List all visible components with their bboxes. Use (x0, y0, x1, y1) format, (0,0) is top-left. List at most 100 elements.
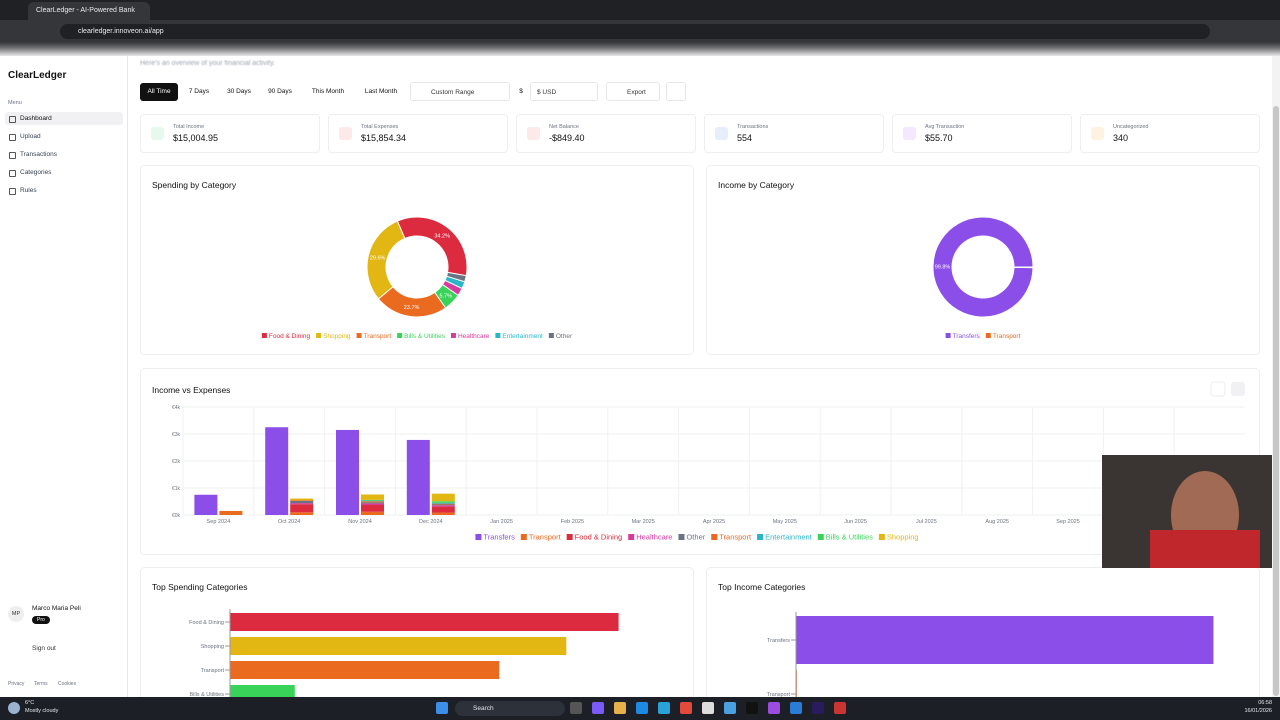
nav-item[interactable]: Transactions (5, 148, 123, 161)
stat-card: Avg Transaction $55.70 (892, 114, 1072, 153)
x-tick-label: Aug 2025 (985, 519, 1009, 525)
taskbar-app[interactable] (768, 702, 780, 714)
chart-title: Top Spending Categories (152, 582, 247, 592)
legend-label: Transfers (483, 533, 515, 542)
taskbar-app[interactable] (680, 702, 692, 714)
legend-swatch (878, 534, 885, 540)
custom-range[interactable]: Custom Range (410, 82, 510, 101)
currency-select[interactable]: $ USD (530, 82, 598, 101)
taskbar-app[interactable] (614, 702, 626, 714)
bar-segment (431, 501, 455, 503)
sidebar: ClearLedger Menu Dashboard Upload Transa… (0, 56, 128, 697)
brand[interactable]: ClearLedger (8, 70, 67, 81)
filter-button[interactable]: All Time (140, 83, 178, 101)
refresh-button[interactable] (666, 82, 686, 101)
legend-label: Bills & Utilities (826, 533, 873, 542)
taskbar-app[interactable] (812, 702, 824, 714)
plan-badge: Pro (32, 616, 50, 624)
legend-swatch (945, 333, 951, 338)
legend-label: Healthcare (636, 533, 672, 542)
nav-label: Transactions (20, 151, 57, 158)
chart-root: Spending by Category 34.2% 29.6% 23.7% 5.7% F… (152, 180, 1245, 697)
card (140, 165, 694, 355)
bar-segment (290, 498, 314, 501)
legend-swatch (548, 333, 554, 338)
taskbar-app[interactable] (834, 702, 846, 714)
filter-button[interactable]: Last Month (364, 88, 398, 95)
bar-segment (336, 429, 359, 515)
taskbar-app[interactable] (746, 702, 758, 714)
scroll-thumb[interactable] (1273, 106, 1279, 696)
chart-title: Income vs Expenses (152, 385, 230, 395)
nav-item[interactable]: Categories (5, 166, 123, 179)
bar-segment (406, 439, 430, 515)
temperature: 6°C (25, 700, 35, 706)
legend-swatch (316, 333, 322, 338)
nav-label: Upload (20, 133, 41, 140)
legend-label: Shopping (323, 333, 351, 340)
filter-button[interactable]: 7 Days (188, 88, 210, 95)
bar (230, 637, 567, 655)
nav-item[interactable]: Upload (5, 130, 123, 143)
taskbar-app[interactable] (570, 702, 582, 714)
taskbar-app[interactable] (658, 702, 670, 714)
chart-toggle[interactable] (1231, 382, 1245, 396)
y-tick-label: €1k (172, 486, 181, 492)
bar-segment (431, 493, 455, 502)
y-tick-label: €3k (172, 432, 181, 438)
nav-item[interactable]: Rules (5, 184, 123, 197)
bar-segment (194, 494, 218, 515)
tab-bar (0, 0, 1280, 20)
filter-button[interactable]: 30 Days (227, 88, 251, 95)
legend-swatch (397, 333, 403, 338)
x-tick-label: Mar 2025 (632, 519, 655, 525)
stat-card: Uncategorized 340 (1080, 114, 1260, 153)
filter-button[interactable]: 90 Days (268, 88, 292, 95)
bar-segment (265, 427, 289, 515)
stat-label: Transactions (737, 124, 769, 130)
legend-label: Transport (364, 333, 392, 340)
bar (796, 616, 1214, 664)
bar-segment (290, 500, 314, 501)
chart-toggle[interactable] (1210, 381, 1226, 397)
legend-swatch (757, 534, 764, 540)
bar-segment (219, 510, 243, 515)
pie-slice (377, 286, 447, 318)
export-label: Export (627, 89, 646, 96)
legend-swatch (495, 333, 501, 338)
stat-value: $55.70 (925, 133, 953, 143)
stat-value: $15,004.95 (173, 133, 219, 143)
nav-label: Dashboard (20, 115, 52, 122)
footer-link[interactable]: Cookies (58, 681, 77, 687)
chart-title: Top Income Categories (718, 582, 805, 592)
start-button[interactable] (436, 702, 448, 714)
taskbar-app[interactable] (636, 702, 648, 714)
sign-out[interactable]: Sign out (32, 645, 56, 652)
nav-item[interactable]: Dashboard (5, 112, 123, 125)
export-button[interactable]: Export (606, 82, 660, 101)
legend-label: Entertainment (765, 533, 813, 542)
bar-segment (361, 501, 384, 503)
footer-link[interactable]: Privacy (8, 681, 25, 687)
browser-tab[interactable]: ClearLedger - AI-Powered Bank (28, 2, 150, 20)
footer-link[interactable]: Terms (34, 681, 48, 687)
taskbar-app[interactable] (724, 702, 736, 714)
x-tick-label: Jan 2025 (490, 519, 513, 525)
legend-label: Transport (529, 533, 562, 542)
legend-swatch (628, 534, 635, 540)
taskbar-app[interactable] (702, 702, 714, 714)
legend: Food & Dining Shopping Transport Bills & Ut… (261, 333, 573, 340)
pie-slice (445, 271, 467, 283)
bar-segment (290, 504, 314, 513)
taskbar-app[interactable] (592, 702, 604, 714)
taskbar-app[interactable] (790, 702, 802, 714)
x-tick-label: Apr 2025 (703, 519, 725, 525)
legend-label: Transport (993, 333, 1021, 340)
x-tick-label: May 2025 (773, 519, 797, 525)
clock-time: 06:58 (1258, 700, 1272, 706)
search-box[interactable]: Search (455, 701, 565, 716)
filter-button[interactable]: This Month (311, 88, 345, 95)
url-field[interactable]: clearledger.innoveon.ai/app (60, 24, 1210, 39)
legend: Transfers Transport Food & Dining Healthcar… (475, 533, 919, 542)
pie-slice (932, 216, 1034, 318)
